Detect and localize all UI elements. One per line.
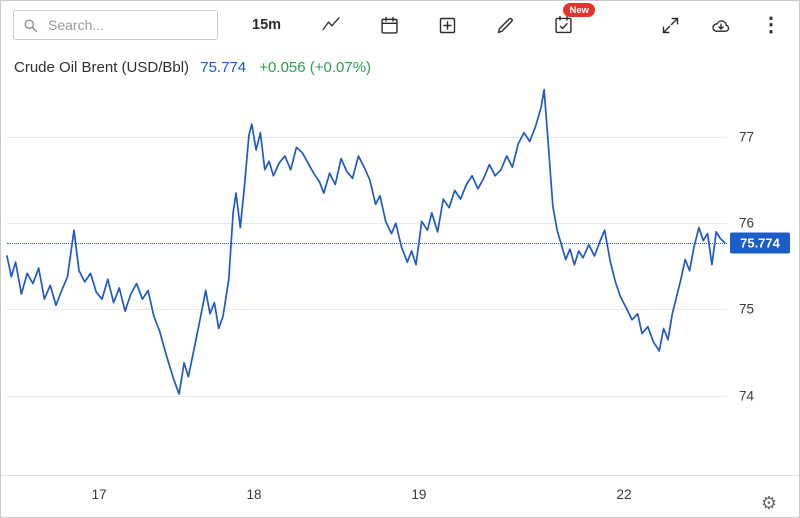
x-axis-label: 22 <box>616 487 632 502</box>
x-axis-line <box>1 475 799 476</box>
search-icon <box>24 19 38 32</box>
price-line-svg <box>6 88 726 395</box>
y-axis-label: 75 <box>739 301 755 317</box>
price-path <box>6 88 726 395</box>
download-button[interactable] <box>707 13 735 38</box>
search-input[interactable] <box>46 16 208 34</box>
x-axis-label: 18 <box>246 487 262 502</box>
interval-button[interactable]: 15m <box>248 15 285 35</box>
toolbar: 15m <box>1 1 799 49</box>
new-badge: New <box>563 3 596 18</box>
price-change: +0.056 (+0.07%) <box>259 59 372 76</box>
more-button[interactable]: ⋮ <box>759 13 783 37</box>
current-price-line <box>7 242 727 244</box>
fullscreen-button[interactable] <box>658 13 683 38</box>
gridline <box>7 309 727 311</box>
x-axis-label: 17 <box>91 487 107 502</box>
gridline <box>7 395 727 397</box>
kebab-menu-icon: ⋮ <box>761 14 781 36</box>
line-chart-icon <box>322 17 340 31</box>
chart-header: Crude Oil Brent (USD/Bbl) 75.774 +0.056 … <box>14 59 378 76</box>
fullscreen-icon <box>662 17 679 33</box>
plus-square-icon <box>439 17 456 33</box>
x-axis-label: 19 <box>411 487 427 502</box>
toolbar-right-group: ⋮ <box>658 13 783 38</box>
plot-area[interactable] <box>6 81 727 469</box>
y-axis-label: 74 <box>739 388 755 404</box>
gridline <box>7 137 727 139</box>
calendar-button[interactable] <box>377 13 402 38</box>
y-axis-label: 77 <box>739 129 755 145</box>
y-axis[interactable]: 75.774 74 75 76 77 <box>727 81 799 469</box>
chart-type-button[interactable] <box>318 13 344 37</box>
search-box[interactable] <box>13 10 218 40</box>
draw-button[interactable] <box>493 13 518 38</box>
symbol-name: Crude Oil Brent (USD/Bbl) <box>14 59 190 76</box>
pencil-icon <box>497 17 513 33</box>
gridline <box>7 223 727 225</box>
price-tag: 75.774 <box>730 232 790 254</box>
toolbar-center-group: 15m <box>248 3 596 38</box>
x-axis[interactable]: 17 18 19 22 <box>7 487 727 509</box>
settings-gear-icon[interactable]: ⚙ <box>760 493 777 513</box>
add-button[interactable] <box>435 13 460 38</box>
events-calendar-icon <box>555 15 572 34</box>
y-axis-label: 76 <box>739 215 755 231</box>
calendar-icon <box>381 16 398 34</box>
events-button[interactable]: New <box>551 3 596 38</box>
last-price: 75.774 <box>200 59 247 76</box>
cloud-download-icon <box>712 19 730 32</box>
